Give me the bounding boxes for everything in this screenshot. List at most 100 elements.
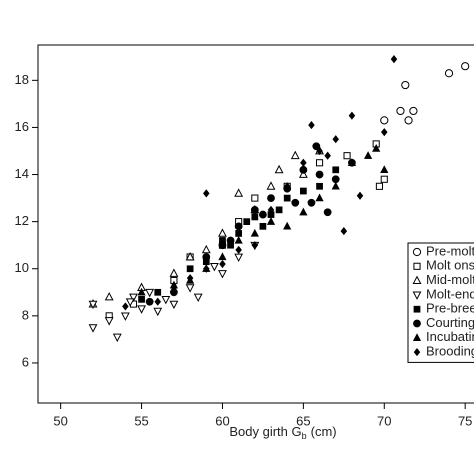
point bbox=[218, 241, 227, 250]
y-tick-label: 12 bbox=[15, 213, 29, 228]
point bbox=[266, 181, 276, 190]
point bbox=[364, 151, 373, 159]
point bbox=[250, 228, 259, 237]
point bbox=[267, 194, 275, 202]
point bbox=[154, 288, 162, 296]
point bbox=[129, 293, 138, 303]
point bbox=[218, 270, 227, 279]
series bbox=[380, 62, 470, 125]
point bbox=[219, 259, 226, 269]
point bbox=[315, 170, 324, 179]
y-tick-label: 18 bbox=[15, 72, 29, 87]
point bbox=[138, 296, 145, 303]
point bbox=[266, 217, 276, 225]
point bbox=[104, 291, 114, 301]
point bbox=[380, 116, 389, 125]
point bbox=[88, 300, 98, 310]
point bbox=[104, 317, 114, 326]
point bbox=[201, 244, 211, 254]
legend-marker bbox=[412, 247, 422, 257]
point bbox=[112, 333, 122, 343]
point bbox=[226, 236, 235, 245]
point bbox=[234, 188, 244, 197]
point bbox=[169, 300, 179, 310]
point bbox=[250, 205, 259, 214]
legend-label: Brooding bbox=[426, 344, 474, 359]
series bbox=[122, 55, 398, 311]
point bbox=[300, 187, 307, 195]
point bbox=[259, 222, 267, 230]
point bbox=[316, 182, 323, 190]
point bbox=[251, 241, 259, 250]
point bbox=[218, 252, 227, 261]
point bbox=[169, 268, 179, 277]
series bbox=[138, 166, 340, 303]
point bbox=[323, 208, 332, 217]
point bbox=[209, 263, 219, 272]
point bbox=[283, 182, 291, 191]
point bbox=[145, 297, 154, 306]
point bbox=[234, 253, 244, 263]
x-tick-label: 70 bbox=[377, 413, 391, 428]
point bbox=[291, 198, 300, 207]
x-axis-label: Body girth Gb (cm) bbox=[229, 424, 336, 441]
point bbox=[381, 128, 388, 137]
point bbox=[331, 181, 340, 190]
point bbox=[275, 206, 283, 214]
point bbox=[251, 213, 259, 221]
point bbox=[307, 198, 316, 207]
point bbox=[120, 312, 130, 321]
legend-marker bbox=[412, 275, 422, 284]
point bbox=[218, 228, 227, 237]
legend-marker bbox=[412, 333, 422, 341]
legend-label: Molt onset bbox=[426, 258, 474, 273]
x-label-text: Body girth G bbox=[229, 424, 301, 439]
point bbox=[298, 169, 308, 178]
legend-marker bbox=[413, 262, 421, 270]
point bbox=[122, 302, 129, 311]
legend-label: Molt-end bbox=[426, 286, 474, 301]
point bbox=[332, 166, 340, 174]
legend-label: Pre-breeding bbox=[426, 301, 474, 316]
point bbox=[375, 182, 383, 190]
point bbox=[137, 287, 146, 296]
point bbox=[343, 152, 351, 160]
x-tick-label: 60 bbox=[215, 413, 229, 428]
y-tick-label: 14 bbox=[15, 166, 29, 181]
point bbox=[380, 175, 388, 183]
x-label-sub: b bbox=[302, 431, 307, 441]
point bbox=[202, 253, 211, 261]
point bbox=[125, 298, 135, 307]
y-tick-label: 8 bbox=[22, 307, 29, 322]
point bbox=[283, 221, 292, 230]
legend-marker bbox=[413, 305, 421, 313]
x-tick-label: 50 bbox=[53, 413, 67, 428]
point bbox=[372, 144, 381, 152]
point bbox=[300, 158, 307, 167]
legend-marker bbox=[413, 319, 421, 328]
point bbox=[332, 135, 339, 144]
point bbox=[170, 283, 178, 292]
point bbox=[186, 274, 194, 283]
x-label-unit: (cm) bbox=[311, 424, 337, 439]
point bbox=[274, 164, 284, 174]
point bbox=[203, 189, 210, 198]
point bbox=[203, 264, 210, 273]
point bbox=[283, 194, 291, 202]
x-tick-label: 65 bbox=[296, 413, 310, 428]
point bbox=[396, 106, 405, 116]
x-tick-label: 55 bbox=[134, 413, 148, 428]
point bbox=[234, 222, 243, 231]
point bbox=[154, 297, 162, 306]
point bbox=[234, 235, 243, 244]
point bbox=[404, 116, 413, 125]
point bbox=[137, 305, 146, 314]
point bbox=[316, 146, 323, 156]
y-tick-label: 10 bbox=[15, 260, 29, 275]
point bbox=[347, 158, 357, 166]
point bbox=[324, 151, 331, 160]
point bbox=[340, 226, 348, 236]
x-tick-label: 75 bbox=[458, 413, 472, 428]
